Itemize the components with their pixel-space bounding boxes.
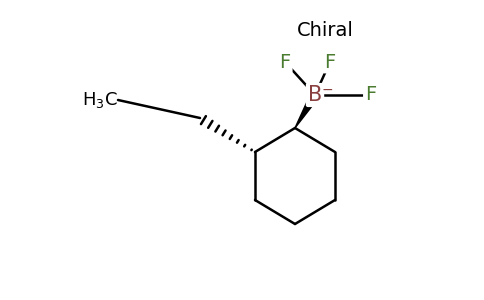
Text: F: F <box>324 52 335 71</box>
Text: F: F <box>279 52 290 71</box>
Text: B: B <box>308 85 322 105</box>
Text: F: F <box>365 85 376 104</box>
Text: Chiral: Chiral <box>297 20 353 40</box>
Text: −: − <box>321 83 333 97</box>
Polygon shape <box>295 93 319 128</box>
Text: H$_3$C: H$_3$C <box>82 90 118 110</box>
